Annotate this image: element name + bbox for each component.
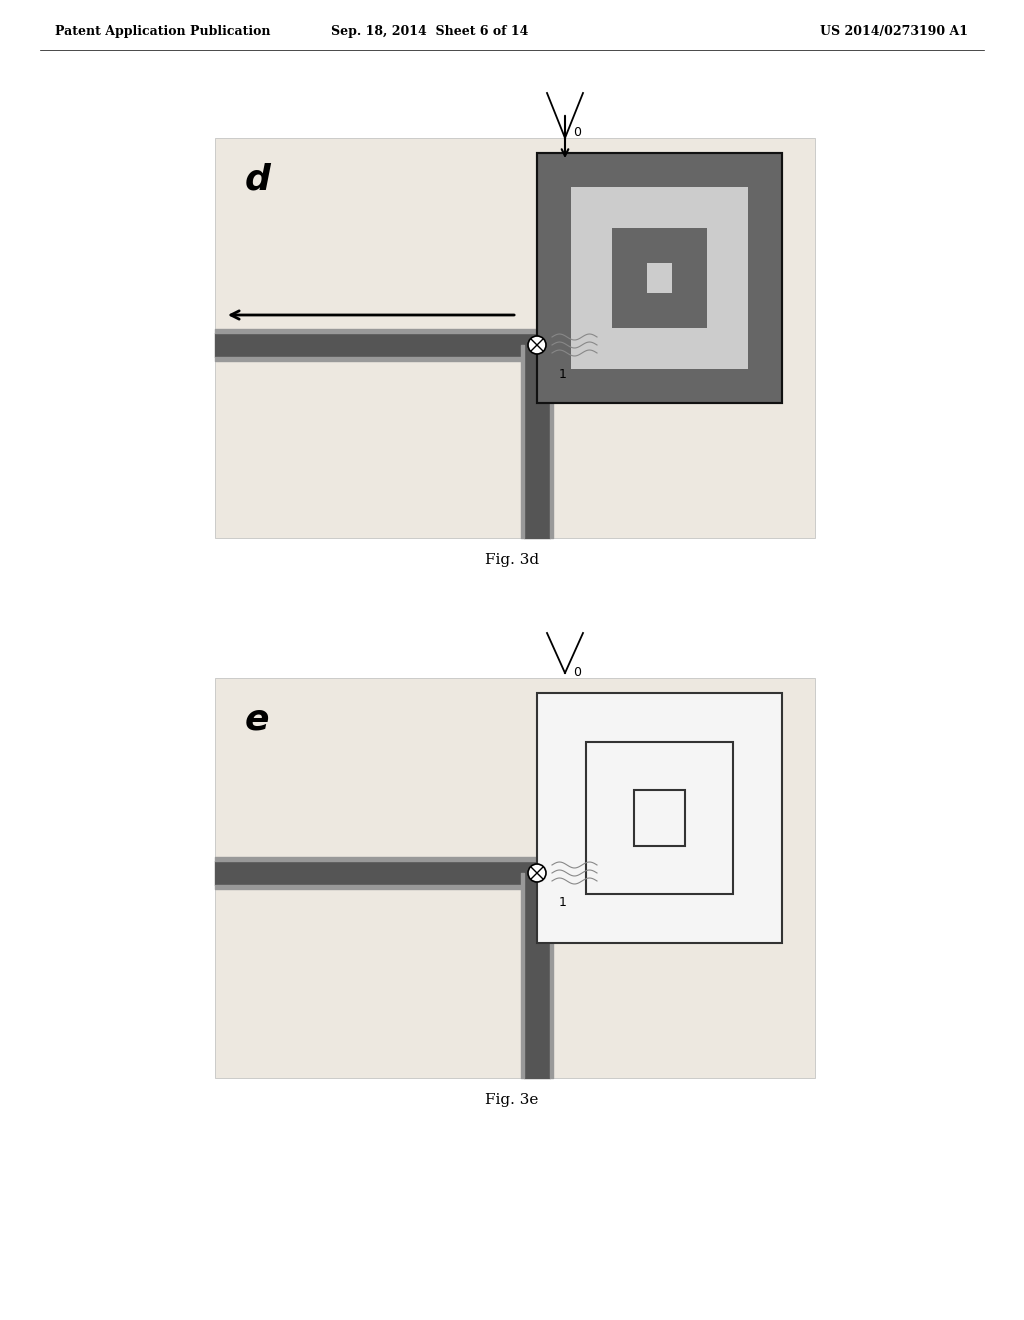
Circle shape: [528, 337, 546, 354]
Text: 0: 0: [573, 667, 581, 680]
Bar: [571, 187, 748, 368]
Bar: [215, 678, 815, 1078]
Bar: [612, 228, 707, 327]
Text: d: d: [245, 162, 271, 197]
Bar: [586, 742, 733, 895]
Text: 0: 0: [573, 127, 581, 140]
Text: Patent Application Publication: Patent Application Publication: [55, 25, 270, 38]
Bar: [537, 153, 782, 403]
Bar: [537, 153, 782, 403]
Text: Sep. 18, 2014  Sheet 6 of 14: Sep. 18, 2014 Sheet 6 of 14: [332, 25, 528, 38]
Bar: [647, 263, 672, 293]
Circle shape: [528, 865, 546, 882]
Text: Fig. 3d: Fig. 3d: [485, 553, 539, 568]
Text: 1: 1: [559, 896, 567, 909]
Text: e: e: [245, 704, 269, 737]
Bar: [215, 139, 815, 539]
Bar: [537, 693, 782, 942]
Bar: [634, 789, 685, 846]
Text: 1: 1: [559, 368, 567, 381]
Text: US 2014/0273190 A1: US 2014/0273190 A1: [820, 25, 968, 38]
Text: Fig. 3e: Fig. 3e: [485, 1093, 539, 1107]
Bar: [537, 693, 782, 942]
